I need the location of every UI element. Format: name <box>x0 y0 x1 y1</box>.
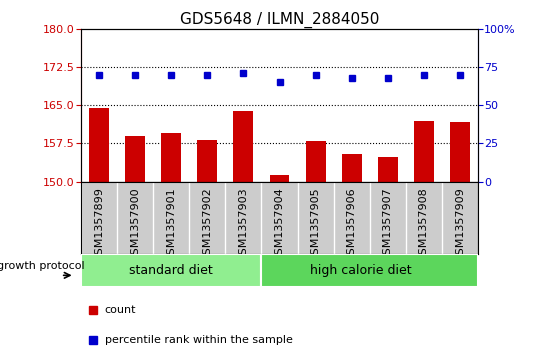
Bar <box>269 175 290 182</box>
Text: GSM1357899: GSM1357899 <box>94 187 104 262</box>
Text: GSM1357901: GSM1357901 <box>166 187 176 262</box>
Text: GSM1357900: GSM1357900 <box>130 187 140 262</box>
Text: GSM1357908: GSM1357908 <box>419 187 429 262</box>
Text: percentile rank within the sample: percentile rank within the sample <box>105 335 293 345</box>
Text: standard diet: standard diet <box>129 264 213 277</box>
Bar <box>234 111 253 182</box>
Bar <box>306 141 325 182</box>
Text: growth protocol: growth protocol <box>0 261 84 270</box>
Bar <box>81 254 262 287</box>
Title: GDS5648 / ILMN_2884050: GDS5648 / ILMN_2884050 <box>180 12 379 28</box>
Text: count: count <box>105 305 136 315</box>
Bar <box>162 133 181 182</box>
Bar <box>378 157 397 182</box>
Bar <box>197 140 217 182</box>
Text: high calorie diet: high calorie diet <box>310 264 411 277</box>
Bar <box>342 154 362 182</box>
Text: GSM1357907: GSM1357907 <box>383 187 393 262</box>
Bar <box>89 108 109 182</box>
Text: GSM1357909: GSM1357909 <box>455 187 465 262</box>
Text: GSM1357905: GSM1357905 <box>311 187 320 262</box>
Bar <box>414 121 434 182</box>
Bar <box>262 254 478 287</box>
Bar <box>125 136 145 182</box>
Text: GSM1357902: GSM1357902 <box>202 187 212 262</box>
Text: GSM1357906: GSM1357906 <box>347 187 357 262</box>
Bar <box>450 122 470 182</box>
Text: GSM1357903: GSM1357903 <box>239 187 248 262</box>
Text: GSM1357904: GSM1357904 <box>274 187 285 262</box>
